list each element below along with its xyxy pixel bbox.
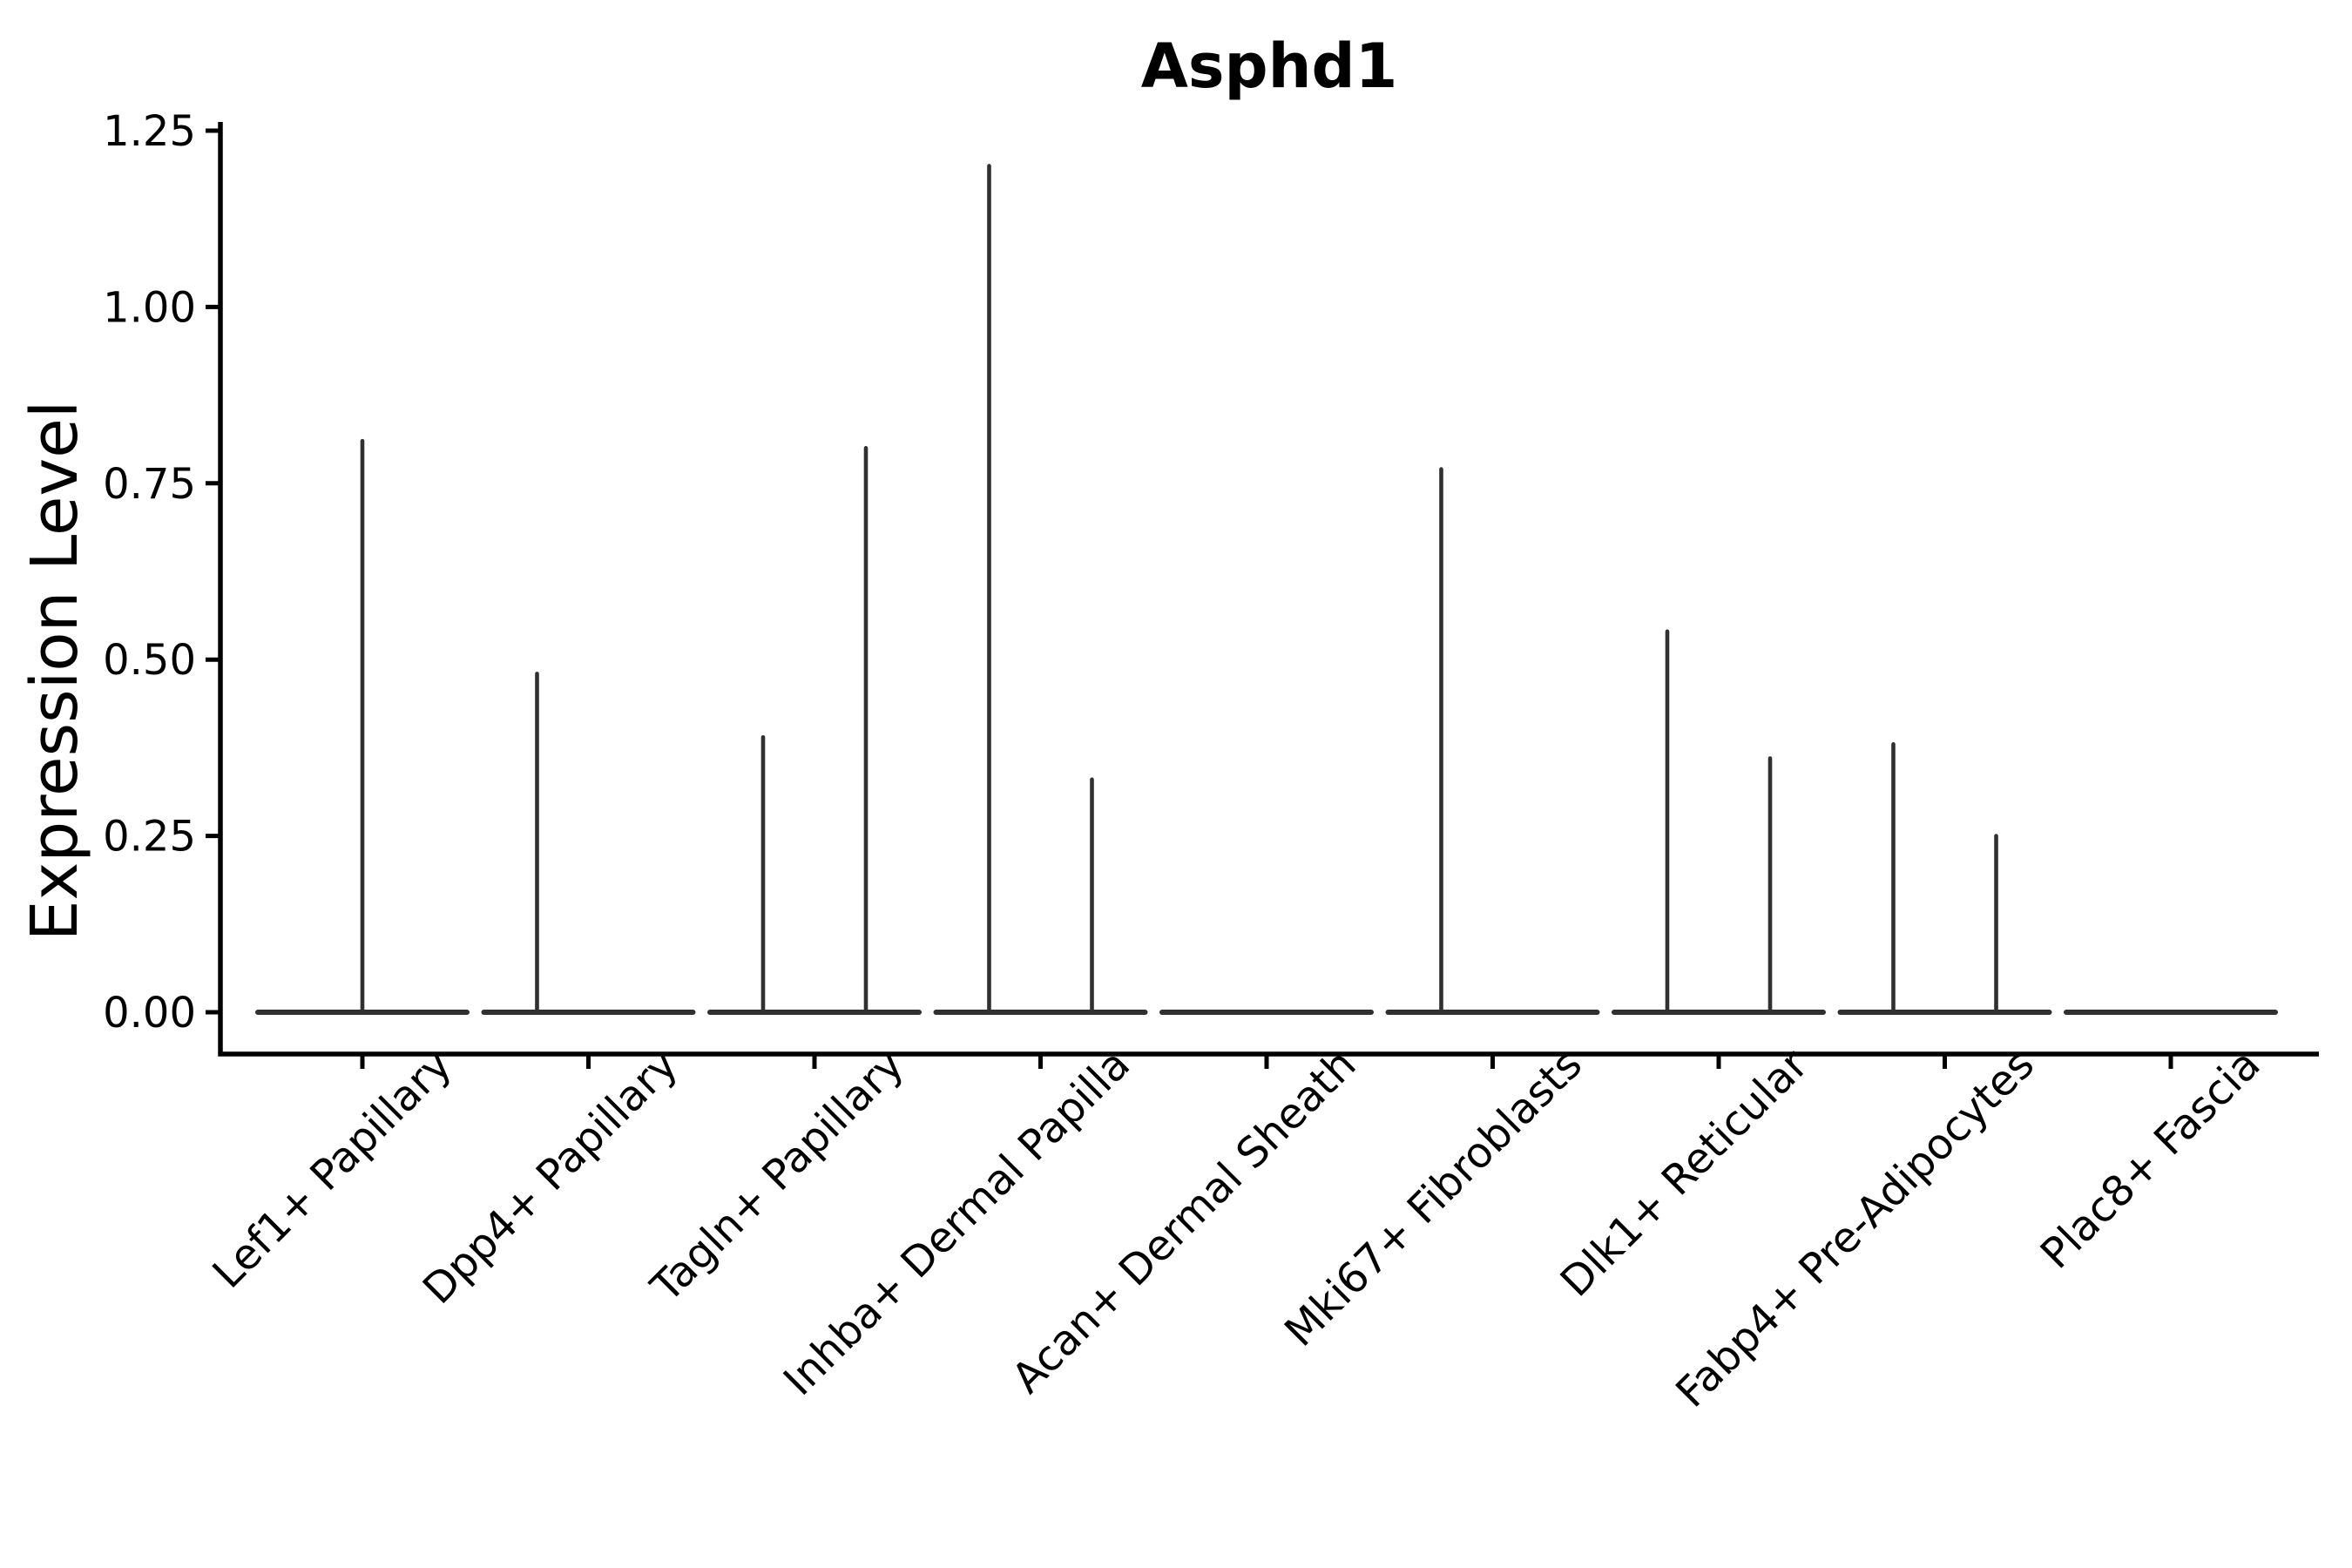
y-tick-label: 0.50 [103, 636, 196, 685]
x-category-label: Plac8+ Fascia [2031, 1040, 2270, 1279]
y-tick-label: 0.25 [103, 813, 196, 862]
y-tick-label: 0.75 [103, 460, 196, 509]
axes-layer [206, 122, 2319, 1069]
axes-spines [218, 122, 2319, 1057]
y-axis-label: Expression Level [17, 401, 92, 942]
y-tick-label: 1.00 [103, 283, 196, 332]
tick-label-layer: 0.00 0.25 0.50 0.75 1.00 1.25 Lef1+ Papillary D… [103, 107, 2269, 1417]
y-tick-label: 0.00 [103, 989, 196, 1037]
y-tick-label: 1.25 [103, 107, 196, 156]
violin-layer [255, 164, 2278, 1015]
x-category-label: Lef1+ Papillary [204, 1040, 462, 1298]
x-category-label: Fabp4+ Pre-Adipocytes [1666, 1040, 2044, 1417]
x-category-label: Dlk1+ Reticular [1551, 1040, 1818, 1307]
chart-title: Asphd1 [1141, 30, 1398, 102]
